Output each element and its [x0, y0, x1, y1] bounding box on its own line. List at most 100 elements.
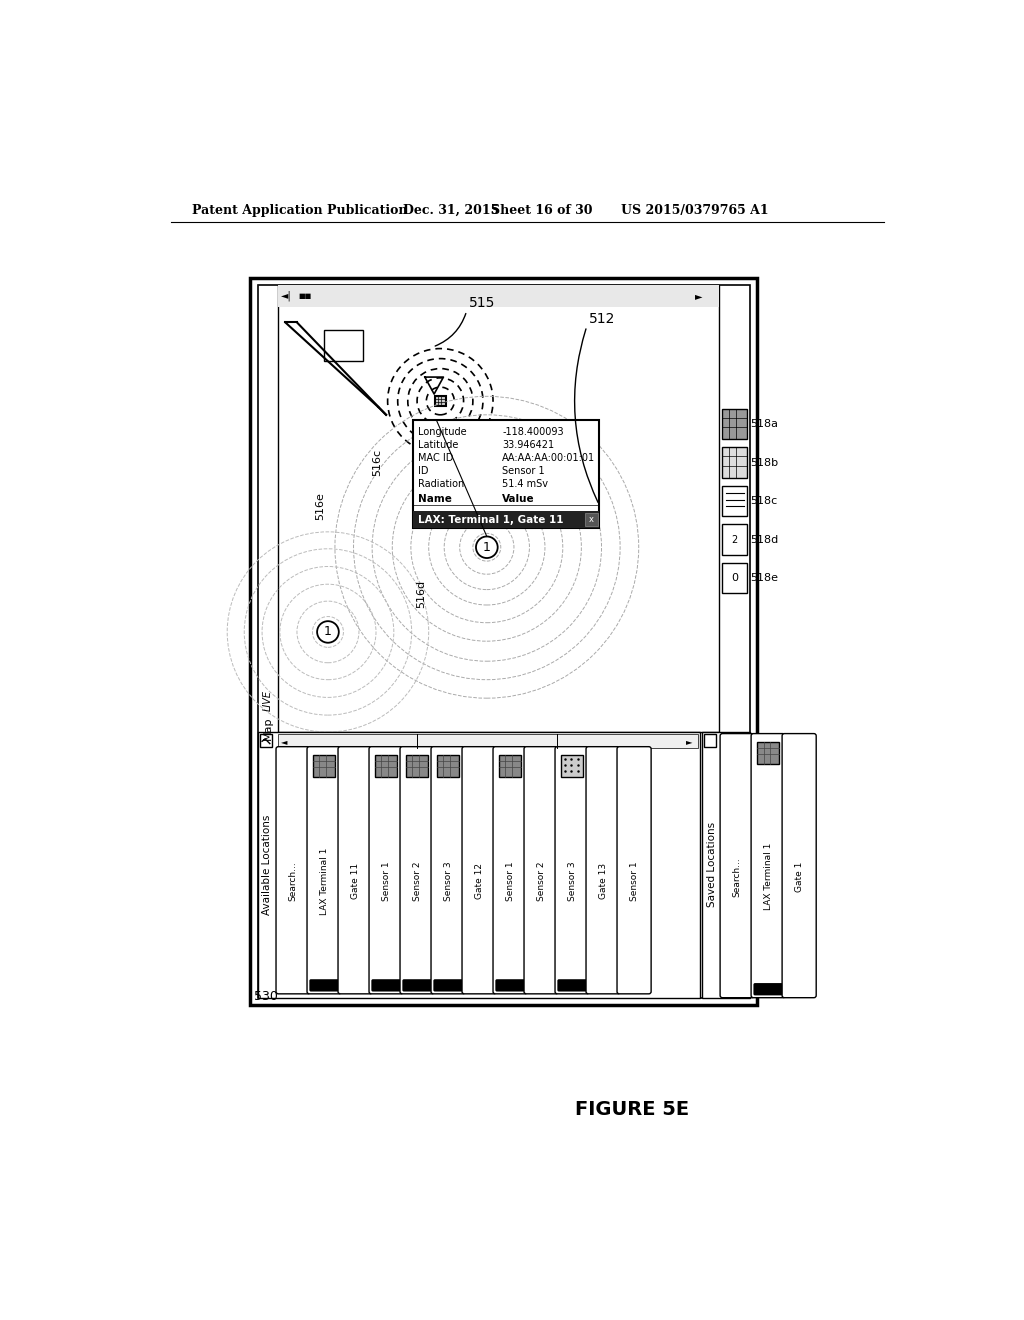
- Bar: [702, 733, 750, 998]
- Bar: [278, 285, 719, 733]
- Text: 515: 515: [469, 296, 496, 310]
- Text: Sensor 1: Sensor 1: [630, 862, 639, 902]
- Text: Sensor 2: Sensor 2: [537, 862, 546, 902]
- Bar: [278, 285, 719, 308]
- Bar: [250, 277, 758, 1006]
- Text: Name: Name: [418, 494, 452, 504]
- FancyBboxPatch shape: [400, 747, 434, 994]
- Text: Saved Locations: Saved Locations: [707, 822, 717, 907]
- Bar: [500, 755, 521, 776]
- FancyBboxPatch shape: [617, 747, 651, 994]
- Text: Patent Application Publication: Patent Application Publication: [191, 205, 408, 218]
- FancyBboxPatch shape: [372, 979, 400, 991]
- Text: 530: 530: [254, 990, 279, 1003]
- Text: FIGURE 5E: FIGURE 5E: [574, 1100, 689, 1119]
- FancyBboxPatch shape: [524, 747, 558, 994]
- Bar: [375, 755, 397, 776]
- Text: Sensor 1: Sensor 1: [503, 466, 545, 477]
- Text: 1: 1: [483, 541, 490, 554]
- Bar: [414, 511, 599, 528]
- Text: Search...: Search...: [732, 857, 741, 896]
- Text: 512: 512: [589, 312, 615, 326]
- Bar: [722, 562, 748, 594]
- Text: LIVE: LIVE: [262, 689, 272, 710]
- Text: Gate 13: Gate 13: [599, 863, 607, 899]
- Text: Sensor 2: Sensor 2: [413, 862, 422, 902]
- FancyBboxPatch shape: [555, 747, 589, 994]
- Text: Search...: Search...: [289, 862, 298, 902]
- Bar: [258, 285, 278, 733]
- Text: LAX Terminal 1: LAX Terminal 1: [764, 843, 773, 911]
- Text: 518b: 518b: [751, 458, 778, 467]
- FancyBboxPatch shape: [402, 979, 432, 991]
- Text: 1: 1: [324, 626, 332, 639]
- FancyBboxPatch shape: [369, 747, 403, 994]
- Bar: [435, 396, 445, 407]
- Bar: [561, 755, 583, 776]
- FancyBboxPatch shape: [276, 747, 310, 994]
- Text: ■■: ■■: [299, 293, 311, 300]
- Text: Gate 11: Gate 11: [350, 863, 359, 899]
- Text: ►: ►: [695, 292, 702, 301]
- Bar: [722, 447, 748, 478]
- Text: Sensor 3: Sensor 3: [443, 862, 453, 902]
- Bar: [313, 755, 335, 776]
- FancyBboxPatch shape: [782, 734, 816, 998]
- FancyBboxPatch shape: [751, 734, 785, 998]
- Text: Available Locations: Available Locations: [262, 814, 272, 915]
- Text: Longitude: Longitude: [418, 426, 467, 437]
- Bar: [722, 409, 748, 440]
- Text: 518e: 518e: [751, 573, 778, 583]
- Text: 2: 2: [732, 535, 738, 545]
- FancyBboxPatch shape: [309, 979, 339, 991]
- FancyBboxPatch shape: [586, 747, 621, 994]
- Bar: [586, 513, 598, 525]
- Text: ►: ►: [686, 737, 692, 746]
- Bar: [407, 755, 428, 776]
- Text: 33.946421: 33.946421: [503, 440, 554, 450]
- Text: Sheet 16 of 30: Sheet 16 of 30: [490, 205, 592, 218]
- Text: US 2015/0379765 A1: US 2015/0379765 A1: [621, 205, 769, 218]
- Bar: [258, 733, 700, 998]
- Text: 516d: 516d: [416, 579, 426, 607]
- Text: Gate 12: Gate 12: [474, 863, 483, 899]
- Text: 518a: 518a: [751, 418, 778, 429]
- FancyBboxPatch shape: [431, 747, 465, 994]
- FancyBboxPatch shape: [307, 747, 341, 994]
- Text: 0: 0: [731, 573, 738, 583]
- FancyBboxPatch shape: [557, 979, 587, 991]
- Text: Radiation: Radiation: [418, 479, 464, 490]
- Bar: [722, 486, 748, 516]
- Text: ID: ID: [418, 466, 428, 477]
- FancyBboxPatch shape: [433, 979, 463, 991]
- Bar: [414, 420, 599, 528]
- Bar: [703, 734, 716, 747]
- Text: MAC ID: MAC ID: [418, 453, 454, 463]
- Text: Gate 1: Gate 1: [795, 862, 804, 892]
- Bar: [258, 285, 750, 998]
- Text: Dec. 31, 2015: Dec. 31, 2015: [403, 205, 500, 218]
- FancyBboxPatch shape: [338, 747, 372, 994]
- Text: 518d: 518d: [751, 535, 778, 545]
- Text: ◄|: ◄|: [282, 290, 292, 301]
- Text: ◄: ◄: [282, 737, 288, 746]
- Text: Sensor 1: Sensor 1: [506, 862, 515, 902]
- Text: 518c: 518c: [751, 496, 777, 506]
- Text: x: x: [589, 515, 594, 524]
- Text: -118.400093: -118.400093: [503, 426, 564, 437]
- Bar: [437, 755, 459, 776]
- Text: Map: Map: [262, 717, 272, 741]
- Text: Sensor 1: Sensor 1: [382, 862, 390, 902]
- Bar: [260, 734, 272, 747]
- FancyBboxPatch shape: [754, 983, 783, 995]
- Text: LAX: Terminal 1, Gate 11: LAX: Terminal 1, Gate 11: [418, 515, 563, 524]
- Text: 516e: 516e: [315, 492, 326, 520]
- Bar: [278, 734, 697, 748]
- Text: 516c: 516c: [372, 449, 382, 477]
- Text: AA:AA:AA:00:01:01: AA:AA:AA:00:01:01: [503, 453, 595, 463]
- Bar: [324, 330, 362, 360]
- FancyBboxPatch shape: [496, 979, 524, 991]
- Text: Sensor 3: Sensor 3: [567, 862, 577, 902]
- Text: LAX Terminal 1: LAX Terminal 1: [319, 847, 329, 915]
- Bar: [758, 742, 779, 763]
